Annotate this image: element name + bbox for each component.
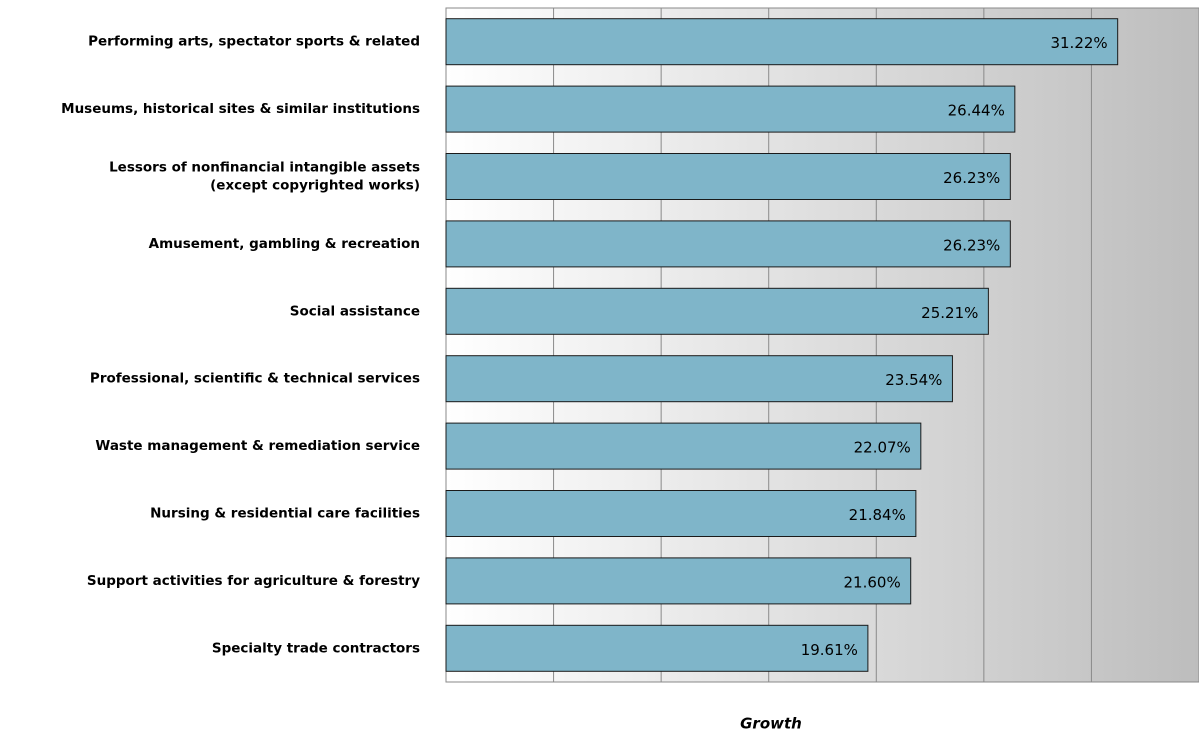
value-label: 26.44% xyxy=(948,102,1005,120)
category-label: Performing arts, spectator sports & rela… xyxy=(88,34,420,50)
bar xyxy=(445,557,912,605)
bar xyxy=(445,355,953,403)
category-label: Social assistance xyxy=(290,303,420,319)
category-label: Support activities for agriculture & for… xyxy=(87,573,420,589)
bar xyxy=(445,85,1016,133)
value-label: 26.23% xyxy=(943,236,1000,254)
category-label: Museums, historical sites & similar inst… xyxy=(61,101,420,117)
category-label: Amusement, gambling & recreation xyxy=(149,236,420,252)
value-label: 25.21% xyxy=(921,304,978,322)
value-label: 21.60% xyxy=(844,573,901,591)
category-label: Lessors of nonfinancial intangible asset… xyxy=(109,160,420,194)
bar xyxy=(445,624,869,672)
value-label: 31.22% xyxy=(1050,34,1107,52)
bar xyxy=(445,18,1119,66)
category-label: Nursing & residential care facilities xyxy=(150,506,420,522)
x-axis-title: Growth xyxy=(740,715,802,733)
value-label: 23.54% xyxy=(885,371,942,389)
category-label: Professional, scientific & technical ser… xyxy=(90,371,420,387)
bar xyxy=(445,153,1011,200)
value-label: 26.23% xyxy=(943,169,1000,187)
category-label: Specialty trade contractors xyxy=(212,640,420,656)
value-label: 22.07% xyxy=(854,439,911,457)
bar xyxy=(445,220,1011,268)
bar xyxy=(445,490,917,537)
bar xyxy=(445,422,922,470)
value-label: 19.61% xyxy=(801,641,858,659)
category-label: Waste management & remediation service xyxy=(95,438,420,454)
bar xyxy=(445,287,989,335)
value-label: 21.84% xyxy=(849,506,906,524)
